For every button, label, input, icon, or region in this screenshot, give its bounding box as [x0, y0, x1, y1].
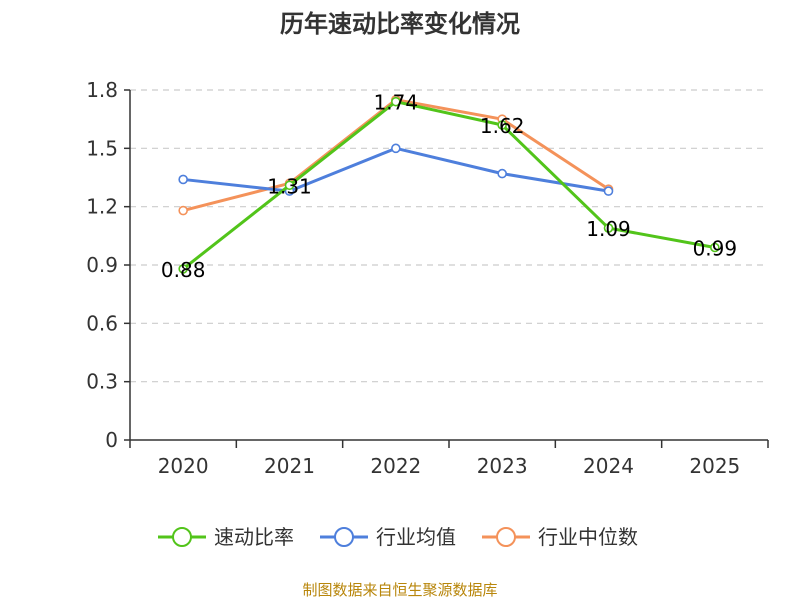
legend-marker — [334, 527, 354, 547]
data-label: 0.88 — [161, 258, 206, 282]
series-lines — [178, 94, 720, 274]
data-point — [391, 96, 401, 107]
data-point — [710, 242, 720, 253]
y-tick-label: 0.9 — [86, 253, 118, 277]
series-line-1 — [183, 146, 609, 193]
data-point — [178, 174, 188, 185]
data-point — [603, 223, 614, 233]
y-tick-label: 0.6 — [86, 311, 118, 335]
data-label: 0.99 — [693, 237, 738, 261]
data-label: 1.09 — [586, 217, 631, 241]
legend-marker — [172, 527, 192, 547]
x-tick-label: 2024 — [583, 454, 634, 478]
series-line-2 — [182, 98, 610, 213]
data-labels: 0.88 1.31 1.74 1.62 1.09 0.99 — [161, 91, 737, 282]
data-point — [497, 120, 507, 130]
legend-item: 行业均值 — [320, 525, 456, 549]
x-tick-label: 2020 — [158, 454, 209, 478]
axes: 0 0.3 0.6 0.9 1.2 1.5 1.8 2020 2021 2022 2023 2024 2… — [86, 78, 769, 478]
legend-label: 行业中位数 — [538, 525, 638, 549]
data-label: 1.31 — [267, 174, 312, 198]
x-tick-label: 2025 — [689, 454, 740, 478]
legend-marker — [496, 527, 516, 547]
legend: 速动比率 行业均值 行业中位数 — [158, 525, 638, 549]
legend-label: 行业均值 — [376, 525, 456, 549]
data-point — [391, 143, 401, 154]
legend-label: 速动比率 — [214, 525, 294, 549]
data-point — [603, 186, 614, 196]
chart-title: 历年速动比率变化情况 — [280, 10, 520, 38]
legend-item: 速动比率 — [158, 525, 294, 549]
data-label: 1.74 — [374, 91, 419, 115]
y-tick-label: 1.5 — [86, 136, 118, 160]
data-point — [178, 264, 188, 274]
data-point — [497, 168, 507, 179]
y-tick-label: 0 — [105, 428, 118, 452]
grid — [130, 89, 768, 383]
data-point — [284, 180, 295, 191]
x-tick-label: 2021 — [264, 454, 315, 478]
y-tick-label: 1.8 — [86, 78, 118, 102]
series-line-0 — [182, 100, 716, 271]
x-tick-label: 2023 — [477, 454, 528, 478]
source-note: 制图数据来自恒生聚源数据库 — [302, 581, 497, 599]
y-tick-label: 0.3 — [86, 370, 118, 394]
x-tick-label: 2022 — [370, 454, 421, 478]
legend-item: 行业中位数 — [482, 525, 638, 549]
y-tick-label: 1.2 — [86, 195, 118, 219]
data-point — [178, 205, 188, 216]
data-label: 1.62 — [480, 114, 525, 138]
